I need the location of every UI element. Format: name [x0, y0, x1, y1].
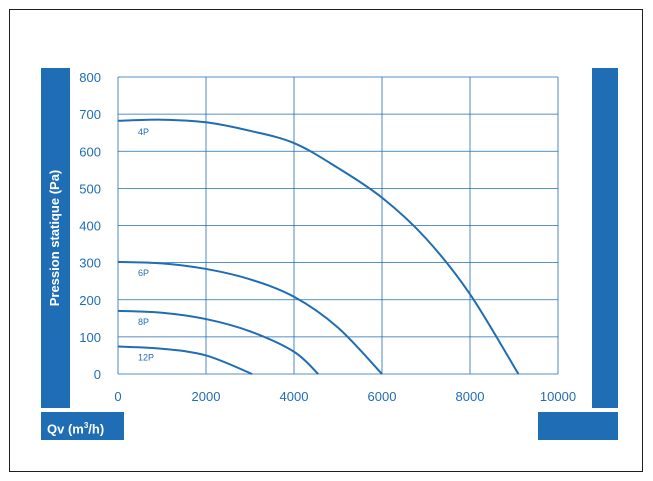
curve-label-12p: 12P [138, 353, 154, 363]
x-tick-label: 8000 [456, 389, 485, 404]
x-axis-label: Qv (m3/h) [41, 412, 124, 440]
y-tick-label: 400 [79, 219, 101, 234]
curve-label-4p: 4P [138, 127, 149, 137]
x-axis-label-main: Qv (m [47, 421, 84, 437]
y-tick-label: 500 [79, 181, 101, 196]
curve-labels: 4P 6P 8P 12P [138, 127, 154, 363]
bottom-right-bar [538, 412, 618, 440]
y-tick-label: 200 [79, 293, 101, 308]
y-tick-label: 800 [79, 70, 101, 85]
curve-4p [117, 118, 520, 375]
x-tick-label: 10000 [540, 389, 576, 404]
x-tick-label: 0 [114, 389, 121, 404]
y-tick-label: 700 [79, 107, 101, 122]
x-tick-label: 2000 [192, 389, 221, 404]
figure-frame [9, 9, 643, 472]
curve-8p [117, 309, 319, 375]
curve-label-8p: 8P [138, 317, 149, 327]
fan-curves [117, 118, 520, 375]
curve-6p [117, 260, 383, 375]
curve-12p [117, 345, 253, 375]
y-tick-label: 0 [94, 367, 101, 382]
x-axis-label-end: /h) [88, 421, 105, 437]
x-tick-label: 4000 [280, 389, 309, 404]
curve-label-6p: 6P [138, 268, 149, 278]
y-axis-label-bar [41, 68, 70, 408]
grid-lines [117, 76, 559, 375]
y-tick-label: 100 [79, 330, 101, 345]
y-tick-label: 600 [79, 144, 101, 159]
x-axis-label-superscript: 3 [83, 421, 89, 430]
x-tick-label: 6000 [368, 389, 397, 404]
y-tick-label: 300 [79, 256, 101, 271]
right-side-bar [592, 68, 618, 408]
